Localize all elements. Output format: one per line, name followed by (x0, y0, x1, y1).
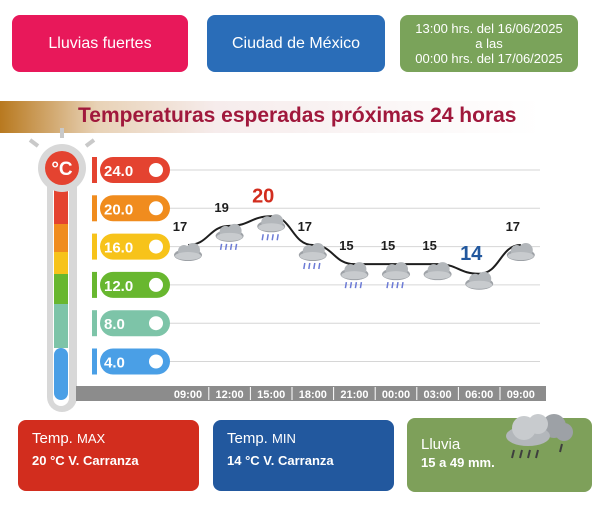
scale-pill: 20.0 (92, 195, 170, 222)
time-tick-label: 03:00 (424, 389, 452, 401)
min-title-suffix: MIN (272, 431, 296, 446)
rain-title: Lluvia (421, 436, 461, 453)
time-tick-label: 06:00 (465, 389, 493, 401)
rain-value: 15 a 49 mm. (421, 455, 495, 470)
data-label: 17 (298, 219, 312, 234)
time-axis: 09:00 12:00 15:00 18:00 21:00 00:00 03:00 06:00… (174, 387, 535, 401)
rain-card: Lluvia 15 a 49 mm. (407, 414, 592, 492)
max-value: 20 °C V. Carranza (32, 453, 139, 468)
min-temp-card: Temp. MIN 14 °C V. Carranza (213, 420, 394, 491)
scale-label: 16.0 (104, 240, 133, 257)
period-end: 00:00 hrs. del 17/06/2025 (415, 51, 563, 66)
data-label: 15 (339, 238, 353, 253)
scale-label: 8.0 (104, 316, 125, 333)
cloud-icon (506, 243, 535, 262)
data-label: 15 (381, 238, 395, 253)
scale-label: 20.0 (104, 201, 133, 218)
scale-label: 24.0 (104, 163, 133, 180)
chart-marks: 17 19 20 17 15 15 15 14 17 (173, 185, 535, 290)
time-tick-label: 18:00 (299, 389, 327, 401)
thermometer-icon (28, 128, 96, 412)
max-title: Temp. (32, 430, 73, 447)
banner (0, 101, 540, 133)
time-tick-label: 09:00 (174, 389, 202, 401)
period-start: 13:00 hrs. del 16/06/2025 (415, 21, 563, 36)
scale-label: 12.0 (104, 278, 133, 295)
time-tick-label: 21:00 (340, 389, 368, 401)
data-label: 15 (422, 238, 436, 253)
data-label: 19 (214, 200, 228, 215)
cloud-icon (174, 243, 202, 262)
scale-pill: 8.0 (92, 310, 170, 337)
banner-title: Temperaturas esperadas próximas 24 horas (78, 104, 517, 127)
scale-label: 4.0 (104, 355, 125, 372)
location-label: Ciudad de México (231, 34, 361, 52)
thermometer-unit: °C (51, 159, 73, 180)
time-axis-bar (76, 386, 546, 401)
max-title-suffix: MAX (77, 431, 106, 446)
scale-pill: 4.0 (92, 348, 170, 375)
temperature-curve (187, 215, 521, 275)
time-tick-label: 12:00 (216, 389, 244, 401)
period-separator: a las (475, 36, 503, 51)
time-tick-label: 00:00 (382, 389, 410, 401)
location-badge: Ciudad de México (207, 15, 385, 72)
min-value: 14 °C V. Carranza (227, 453, 334, 468)
min-title: Temp. (227, 430, 268, 447)
data-label: 14 (460, 243, 483, 265)
rain-cloud-icon (506, 414, 573, 459)
scale-pill: 16.0 (92, 233, 170, 260)
data-label: 17 (173, 219, 187, 234)
max-temp-card: Temp. MAX 20 °C V. Carranza (18, 420, 199, 491)
data-label: 20 (252, 185, 274, 207)
period-badge: 13:00 hrs. del 16/06/2025 a las 00:00 hr… (400, 15, 578, 72)
data-label: 17 (506, 219, 520, 234)
alert-label: Lluvias fuertes (48, 34, 152, 52)
time-tick-label: 09:00 (507, 389, 535, 401)
rain-cloud-icon (340, 262, 368, 288)
scale-pill: 12.0 (92, 271, 170, 298)
alert-badge: Lluvias fuertes (12, 15, 188, 72)
time-tick-label: 15:00 (257, 389, 285, 401)
cloud-icon (465, 271, 494, 290)
scale-pill: 24.0 (92, 157, 170, 183)
rain-cloud-icon (382, 262, 410, 288)
temperature-scale: 24.0 20.0 16.0 12.0 8.0 4.0 (92, 157, 170, 375)
